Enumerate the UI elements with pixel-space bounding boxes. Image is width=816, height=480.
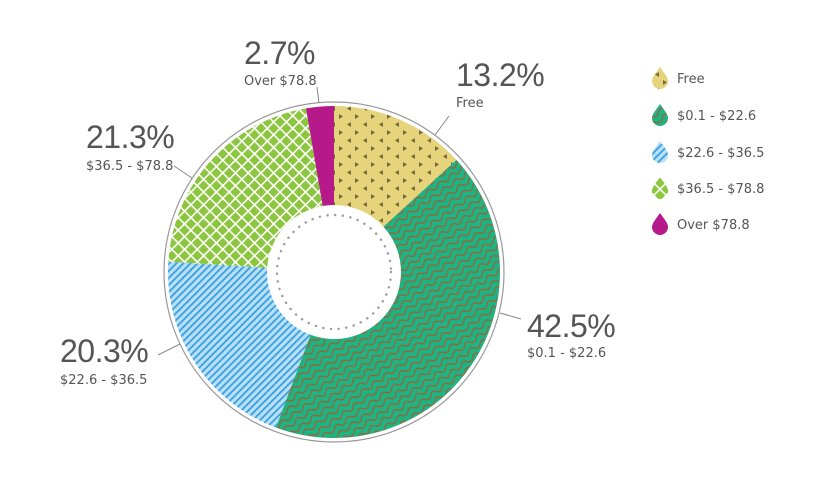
pct-label: 20.3% bbox=[60, 333, 148, 369]
drop-icon bbox=[652, 177, 668, 199]
legend-label: $0.1 - $22.6 bbox=[677, 109, 756, 124]
label-22-6-36-5: 20.3% $22.6 - $36.5 bbox=[60, 333, 181, 388]
legend: Free $0.1 - $22.6 $22.6 - $36.5 $36.5 - … bbox=[652, 67, 764, 235]
label-36-5-78-8: 21.3% $36.5 - $78.8 bbox=[86, 119, 193, 179]
pct-label: 42.5% bbox=[527, 308, 615, 344]
legend-item-0-1-22-6: $0.1 - $22.6 bbox=[652, 104, 756, 126]
drop-icon bbox=[652, 104, 668, 126]
category-label: $0.1 - $22.6 bbox=[527, 346, 606, 361]
legend-label: Over $78.8 bbox=[677, 218, 750, 233]
category-label: Over $78.8 bbox=[244, 74, 317, 89]
label-over-78-8: 2.7% Over $78.8 bbox=[244, 35, 320, 104]
outer-ring bbox=[163, 101, 505, 443]
inner-dotted-ring bbox=[275, 213, 393, 331]
legend-item-22-6-36-5: $22.6 - $36.5 bbox=[652, 141, 764, 163]
pct-label: 2.7% bbox=[244, 35, 315, 71]
pct-label: 21.3% bbox=[86, 119, 174, 155]
category-label: $22.6 - $36.5 bbox=[60, 373, 147, 388]
legend-label: Free bbox=[677, 72, 705, 87]
slice-free bbox=[334, 106, 457, 227]
legend-item-free: Free bbox=[652, 67, 705, 89]
legend-item-36-5-78-8: $36.5 - $78.8 bbox=[652, 177, 764, 199]
label-free: 13.2% Free bbox=[434, 57, 545, 136]
pct-label: 13.2% bbox=[456, 57, 544, 93]
slice-over-78-8 bbox=[305, 106, 334, 206]
slice-0-1-22-6 bbox=[275, 159, 500, 438]
drop-icon bbox=[652, 213, 668, 235]
legend-label: $22.6 - $36.5 bbox=[677, 146, 764, 161]
category-label: $36.5 - $78.8 bbox=[86, 159, 173, 174]
drop-icon bbox=[652, 141, 668, 163]
category-label: Free bbox=[456, 96, 484, 111]
slice-22-6-36-5 bbox=[167, 261, 311, 428]
slice-36-5-78-8 bbox=[168, 108, 323, 268]
legend-label: $36.5 - $78.8 bbox=[677, 182, 764, 197]
legend-item-over-78-8: Over $78.8 bbox=[652, 213, 750, 235]
label-0-1-22-6: 42.5% $0.1 - $22.6 bbox=[499, 308, 616, 361]
drop-icon bbox=[652, 67, 668, 89]
